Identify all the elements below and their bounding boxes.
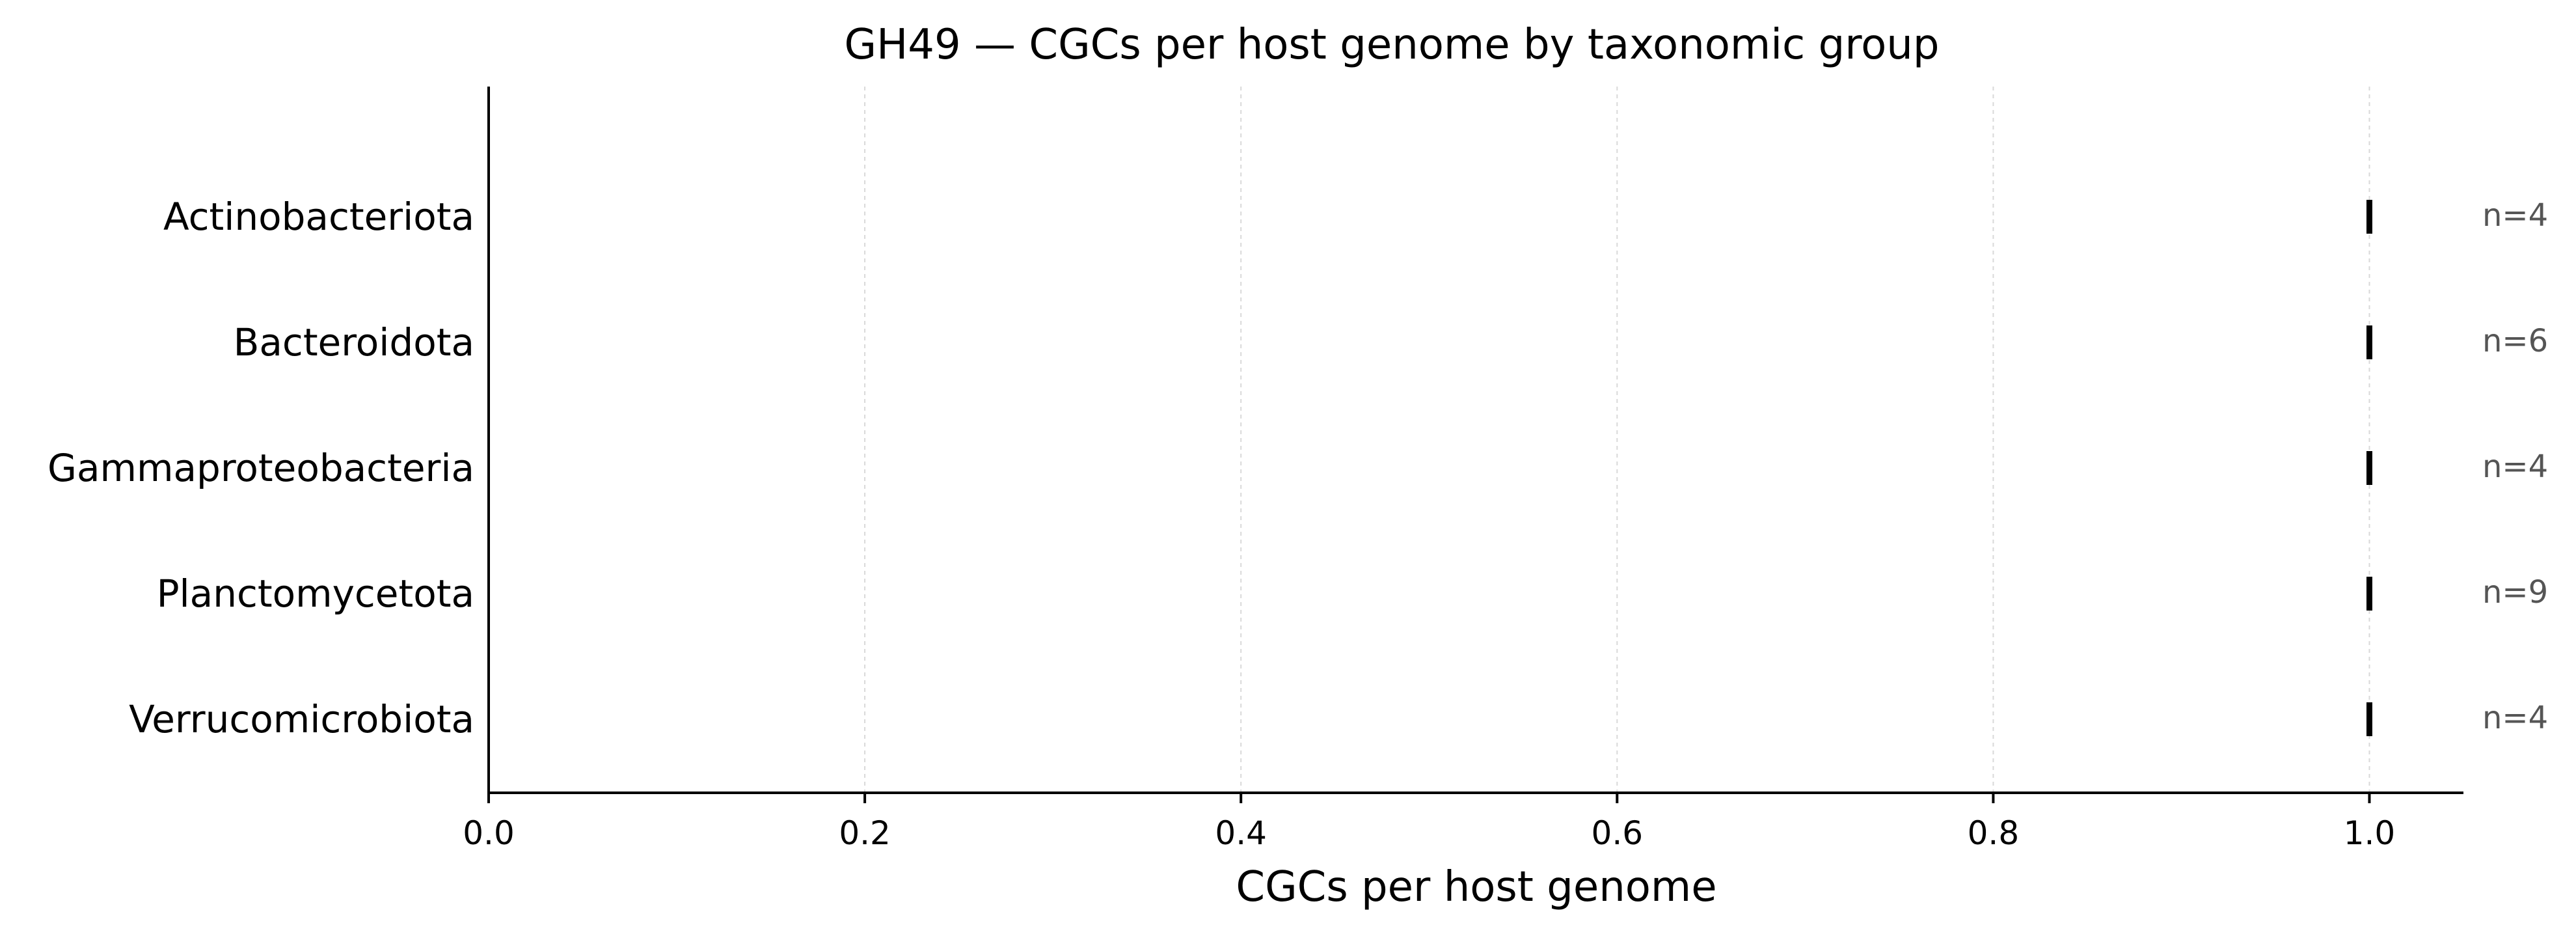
x-axis-label: CGCs per host genome	[1236, 863, 1716, 911]
x-tick-label: 1.0	[2344, 814, 2396, 852]
n-annotation: n=6	[2482, 323, 2548, 359]
n-annotation: n=4	[2482, 448, 2548, 485]
grid-layer	[864, 87, 2370, 793]
category-label: Verrucomicrobiota	[129, 697, 474, 741]
x-tick-label: 0.4	[1215, 814, 1267, 852]
category-label: Bacteroidota	[234, 320, 474, 365]
n-annotation: n=9	[2482, 574, 2548, 611]
x-tick-label: 0.6	[1592, 814, 1644, 852]
x-tick-label: 0.2	[839, 814, 891, 852]
category-label: Gammaproteobacteria	[47, 446, 474, 490]
category-label: Planctomycetota	[157, 571, 474, 616]
chart-title: GH49 — CGCs per host genome by taxonomic…	[845, 21, 1940, 69]
x-ticks-layer: 0.0 0.2 0.4 0.6 0.8 1.0	[463, 793, 2395, 852]
x-tick-label: 0.8	[1968, 814, 2020, 852]
category-label: Actinobacteriota	[163, 195, 474, 239]
n-annotation: n=4	[2482, 197, 2548, 234]
n-annotation: n=4	[2482, 700, 2548, 736]
x-tick-label: 0.0	[463, 814, 515, 852]
annotation-layer: n=4 n=6 n=4 n=9 n=4	[2482, 197, 2548, 736]
category-labels-layer: Actinobacteriota Bacteroidota Gammaproteob…	[47, 195, 474, 741]
